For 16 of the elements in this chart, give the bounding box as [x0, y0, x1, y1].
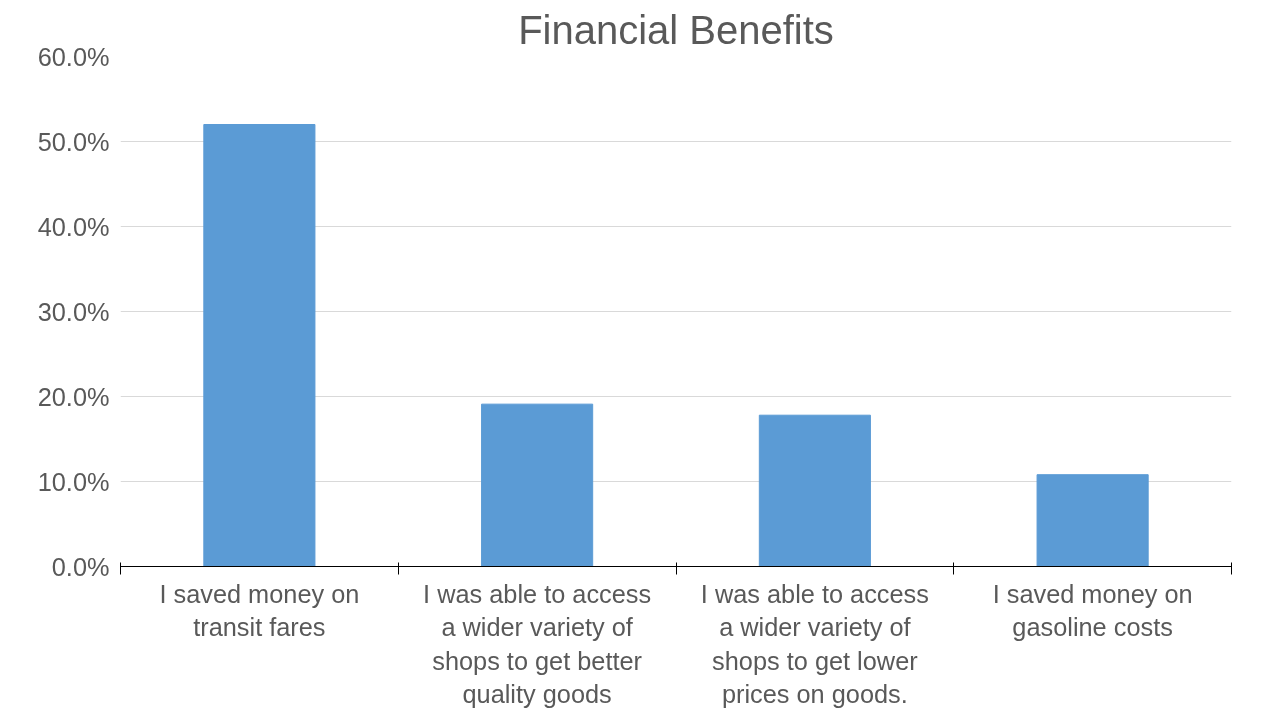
bar — [1036, 474, 1149, 567]
y-tick-label: 50.0% — [37, 127, 110, 156]
bar — [481, 403, 594, 567]
chart-title: Financial Benefits — [518, 7, 834, 52]
y-tick-label: 20.0% — [37, 382, 110, 411]
y-tick-label: 10.0% — [37, 467, 110, 496]
x-tick-label: I saved money on transit fares — [159, 579, 360, 642]
bar — [203, 124, 316, 567]
x-tick-label: I was able to access a wider variety of shops to get better quality goods — [423, 579, 652, 709]
bar — [758, 414, 871, 567]
y-tick-label: 30.0% — [37, 297, 110, 326]
y-tick-label: 0.0% — [51, 552, 110, 581]
x-tick-label: I saved money on gasoline costs — [992, 579, 1193, 642]
y-tick-label: 40.0% — [37, 212, 110, 241]
x-tick-label: I was able to access a wider variety of shops to get lower prices on goods. — [700, 579, 929, 709]
y-tick-label: 60.0% — [37, 42, 110, 71]
